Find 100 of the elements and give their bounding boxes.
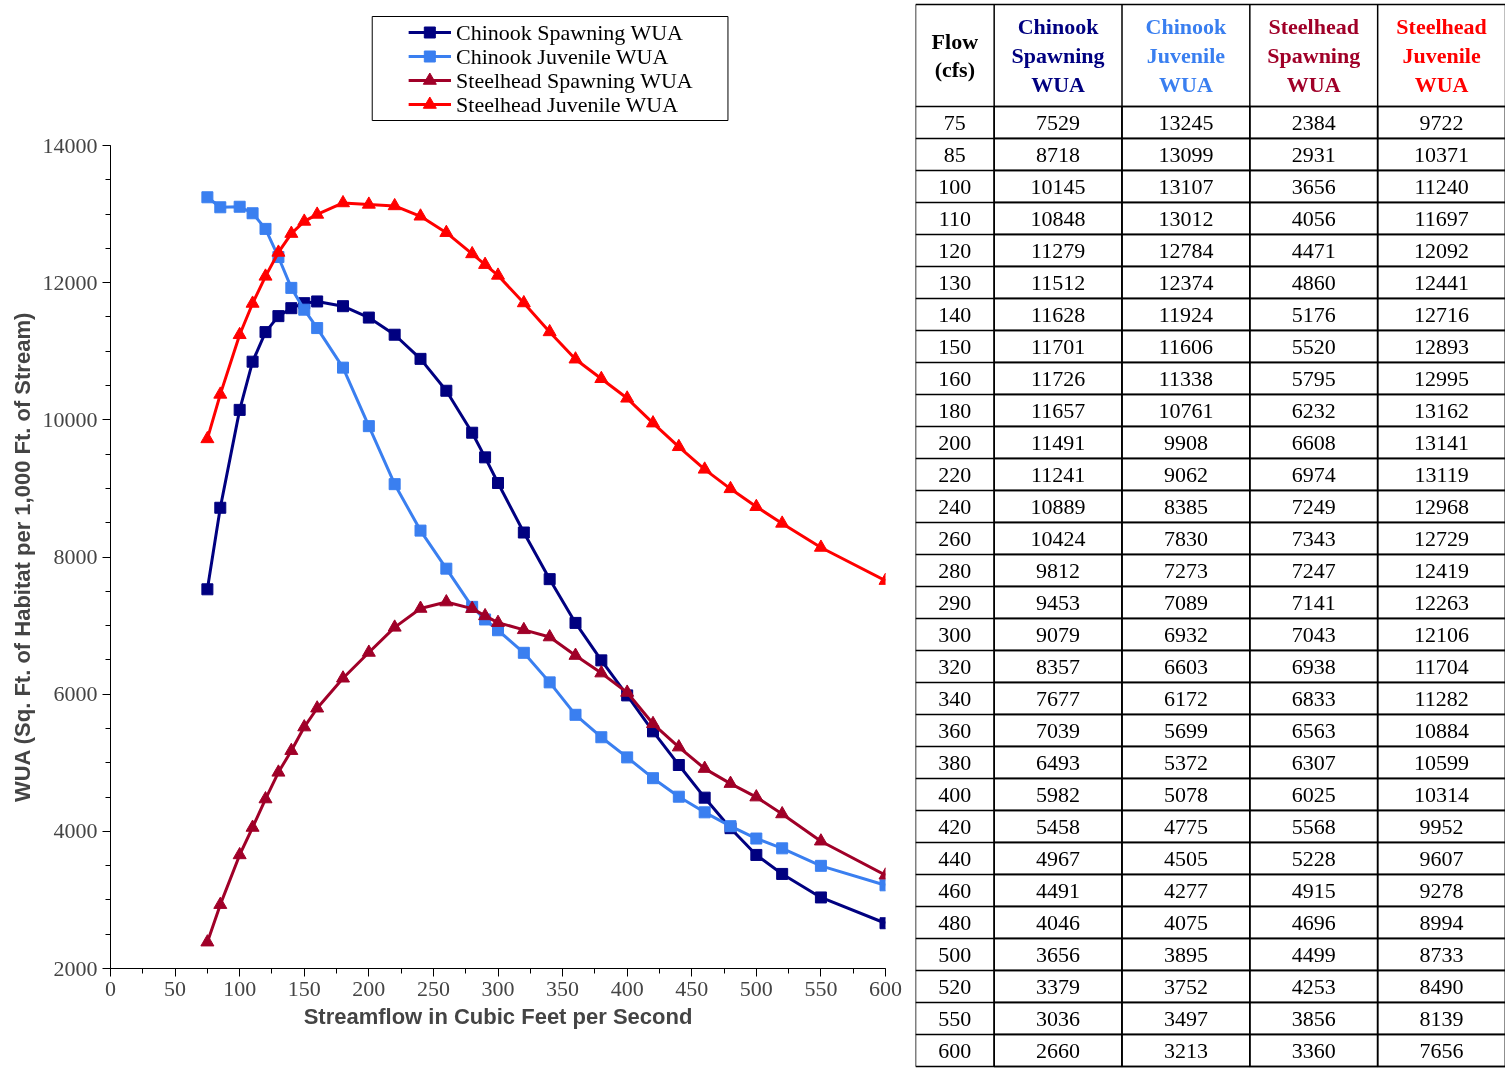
- data-label: 5458: [1036, 813, 1081, 839]
- point: [413, 600, 428, 613]
- legend-label: Steelhead Juvenile WUA: [456, 92, 679, 117]
- point: [491, 614, 505, 627]
- data-label: 11338: [1158, 365, 1214, 391]
- point: [478, 256, 493, 269]
- y-tick-label: 420: [938, 813, 972, 839]
- y-tick-label: 600: [938, 1037, 972, 1063]
- point: [568, 351, 583, 364]
- data-label: 6563: [1291, 717, 1336, 743]
- x-tick-label: Steelhead Spawning WUA: [1267, 14, 1361, 97]
- data-label: 10848: [1030, 205, 1086, 231]
- point: [246, 207, 259, 220]
- data-label: 6974: [1291, 461, 1336, 487]
- point: [311, 295, 324, 308]
- point: [414, 524, 427, 537]
- point: [336, 670, 350, 683]
- data-label: 5372: [1163, 749, 1208, 775]
- point: [814, 859, 827, 872]
- point: [491, 267, 505, 280]
- point: [775, 805, 790, 819]
- point: [259, 326, 272, 339]
- data-label: 6938: [1291, 653, 1336, 679]
- y-tick-label: 4000: [53, 818, 98, 844]
- data-label: 4967: [1036, 845, 1081, 871]
- point: [646, 415, 660, 428]
- y-tick-label: 290: [938, 589, 972, 615]
- y-tick-label: 500: [938, 941, 972, 967]
- y-tick-label: 6000: [53, 681, 98, 707]
- data-label: 10889: [1030, 493, 1086, 519]
- y-tick-label: 120: [938, 237, 972, 263]
- x-tick-label: Chinook Spawning WUA: [1011, 14, 1105, 97]
- y-tick-label: 140: [938, 301, 972, 327]
- point: [479, 451, 492, 464]
- point: [362, 420, 375, 433]
- y-tick-label: 110: [938, 205, 971, 231]
- data-label: 11279: [1030, 237, 1086, 263]
- data-label: 6307: [1291, 749, 1336, 775]
- x-tick-label: 250: [416, 975, 450, 1001]
- data-label: 11240: [1414, 173, 1469, 199]
- data-label: 6833: [1291, 685, 1336, 711]
- x-tick-label: 150: [287, 975, 321, 1001]
- point: [465, 245, 480, 259]
- data-label: 12263: [1414, 589, 1470, 615]
- point: [233, 403, 246, 416]
- data-label: 4915: [1291, 877, 1336, 903]
- point: [723, 775, 738, 788]
- data-label: 7830: [1163, 525, 1208, 551]
- data-label: 7656: [1419, 1037, 1464, 1063]
- point: [595, 731, 608, 744]
- data-label: 4471: [1291, 237, 1336, 263]
- data-label: 5982: [1036, 781, 1081, 807]
- data-label: 7089: [1163, 589, 1208, 615]
- y-tick-label: 8000: [53, 544, 98, 569]
- point: [200, 934, 215, 947]
- data-label: 6232: [1291, 397, 1336, 423]
- data-label: 4499: [1291, 941, 1336, 967]
- x-tick-label: 500: [739, 975, 773, 1001]
- point: [750, 848, 763, 861]
- point: [516, 621, 531, 635]
- data-label: 8490: [1419, 973, 1464, 999]
- point: [517, 646, 530, 659]
- point: [387, 619, 402, 632]
- y-axis-title: WUA (Sq. Ft. of Habitat per 1,000 Ft. of Stream): [9, 312, 35, 803]
- point: [776, 842, 789, 855]
- point: [201, 583, 214, 596]
- point: [723, 480, 738, 494]
- y-tick-label: 160: [938, 365, 972, 391]
- data-label: 10761: [1158, 397, 1214, 423]
- data-label: 10884: [1414, 717, 1470, 743]
- point: [813, 833, 828, 846]
- point: [439, 224, 454, 237]
- point: [213, 386, 228, 399]
- data-label: 13107: [1158, 173, 1214, 199]
- y-tick-label: 460: [938, 877, 972, 903]
- point: [478, 607, 493, 621]
- data-label: 5176: [1291, 301, 1336, 327]
- data-label: 4860: [1291, 269, 1336, 295]
- data-label: 3360: [1291, 1037, 1336, 1063]
- point: [697, 760, 712, 773]
- data-label: 9952: [1419, 813, 1464, 839]
- y-tick-label: 260: [938, 525, 972, 551]
- data-label: 6932: [1163, 621, 1208, 647]
- data-label: 8385: [1163, 493, 1208, 519]
- data-label: 3656: [1291, 173, 1336, 199]
- y-tick-label: 300: [938, 621, 972, 647]
- point: [245, 819, 260, 832]
- point: [492, 477, 504, 489]
- x-tick-label: 300: [481, 975, 515, 1001]
- point: [569, 616, 582, 629]
- point: [361, 196, 376, 209]
- data-label: 11512: [1030, 269, 1086, 295]
- point: [297, 213, 312, 226]
- point: [200, 430, 215, 444]
- data-label: 12968: [1414, 493, 1470, 519]
- point: [232, 326, 247, 340]
- data-label: 7249: [1291, 493, 1336, 519]
- data-label: 12374: [1158, 269, 1214, 295]
- y-tick-label: 340: [938, 685, 972, 711]
- x-tick-label: 0: [105, 975, 116, 1001]
